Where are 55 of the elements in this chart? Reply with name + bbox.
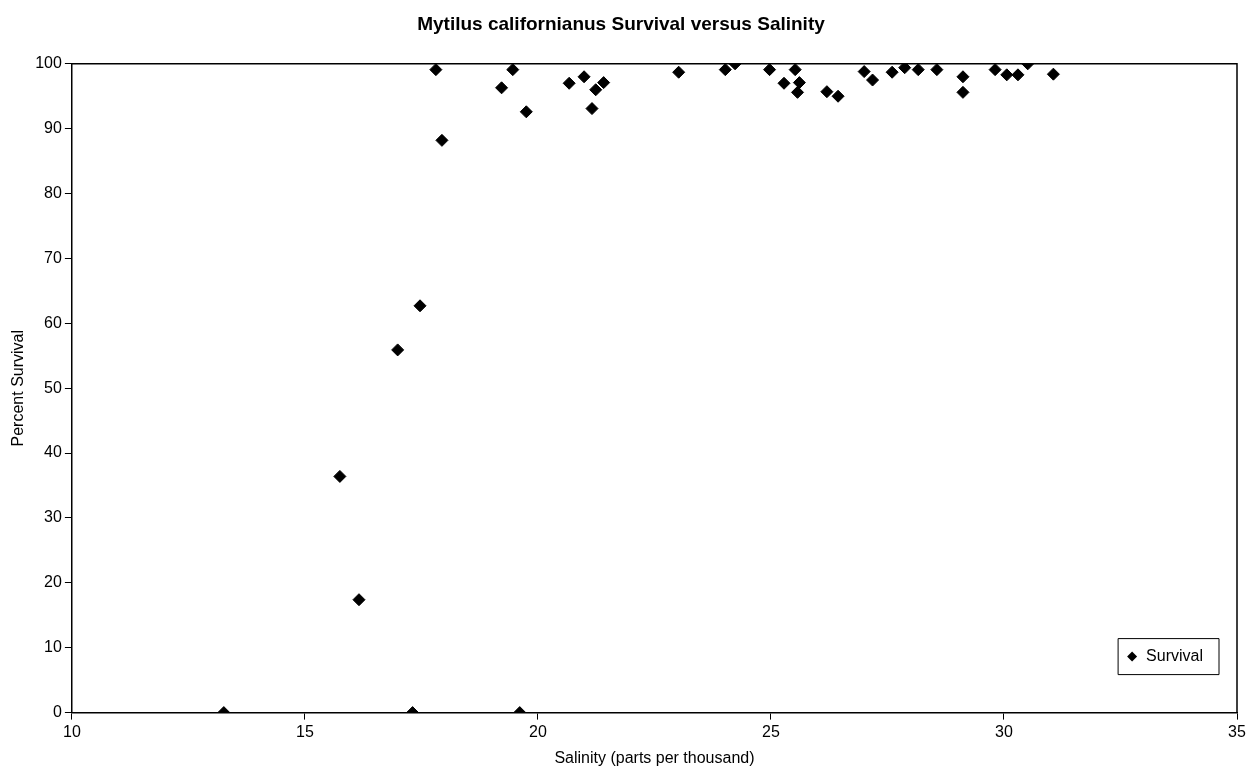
- y-tick-label: 30: [44, 508, 62, 526]
- y-tick-label: 100: [35, 54, 62, 72]
- x-tick-label: 10: [63, 722, 81, 740]
- point: [577, 70, 591, 84]
- y-tick-label: 60: [44, 313, 62, 331]
- x-axis-title: Salinity (parts per thousand): [554, 748, 755, 766]
- point: [956, 85, 970, 99]
- y-tick-label: 90: [44, 119, 62, 137]
- point: [956, 70, 970, 84]
- point: [792, 76, 806, 90]
- x-tick-label: 35: [1228, 722, 1246, 740]
- point: [1046, 67, 1060, 81]
- y-tick-label: 0: [52, 703, 62, 721]
- y-tick-label: 80: [44, 183, 62, 201]
- x-tick-label: 30: [995, 722, 1013, 740]
- point: [413, 299, 427, 313]
- x-tick-label: 20: [529, 722, 547, 740]
- point: [898, 63, 912, 75]
- point: [857, 65, 871, 79]
- point: [495, 81, 509, 95]
- point: [589, 83, 603, 97]
- point: [885, 65, 899, 79]
- legend-label: Survival: [1146, 647, 1203, 665]
- point: [429, 63, 443, 77]
- point: [763, 63, 777, 77]
- point: [866, 73, 880, 87]
- point: [930, 63, 944, 77]
- point: [506, 63, 520, 77]
- point: [585, 102, 599, 116]
- point: [831, 89, 845, 103]
- y-tick-label: 70: [44, 248, 62, 266]
- chart-title: Mytilus californianus Survival versus Salinity: [417, 12, 826, 34]
- point: [988, 63, 1002, 77]
- point: [597, 76, 611, 90]
- point: [672, 65, 686, 79]
- point: [911, 63, 925, 77]
- point: [435, 133, 449, 147]
- point: [562, 76, 576, 90]
- x-tick-label: 25: [762, 722, 780, 740]
- point: [1011, 68, 1025, 82]
- y-tick-label: 50: [44, 378, 62, 396]
- point: [777, 76, 791, 90]
- point: [718, 63, 732, 77]
- y-tick-label: 20: [44, 573, 62, 591]
- point: [519, 105, 533, 119]
- point: [791, 85, 805, 99]
- point: [820, 85, 834, 99]
- y-tick-label: 40: [44, 443, 62, 461]
- point: [1000, 68, 1014, 82]
- point: [333, 469, 347, 483]
- y-tick-label: 10: [44, 638, 62, 656]
- x-tick-label: 15: [296, 722, 314, 740]
- point: [788, 63, 802, 77]
- y-axis-title: Percent Survival: [9, 329, 27, 447]
- point: [391, 343, 405, 357]
